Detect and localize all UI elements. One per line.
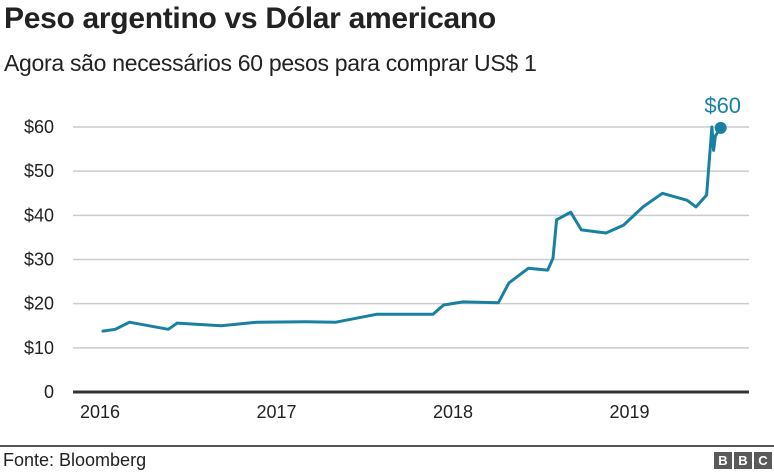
x-tick-label: 2019 (610, 402, 650, 422)
bbc-logo-letter: B (734, 452, 752, 469)
y-gridlines (73, 126, 749, 394)
latest-value-annotation: $60 (704, 93, 741, 118)
chart-subtitle: Agora são necessários 60 pesos para comp… (4, 50, 537, 76)
line-chart: 0 $10 $20 $30 $40 $50 $60 2016 2017 2018 2019 $60 (24, 93, 749, 422)
latest-value-dot (714, 121, 727, 134)
y-tick-label: $50 (24, 161, 54, 181)
y-tick-label: $60 (24, 117, 54, 137)
x-tick-label: 2016 (80, 402, 120, 422)
y-tick-label: 0 (44, 382, 54, 402)
bbc-logo: B B C (714, 452, 772, 469)
y-tick-label: $20 (24, 294, 54, 314)
bbc-logo-letter: B (714, 452, 732, 469)
source-note: Fonte: Bloomberg (3, 450, 147, 470)
x-axis-labels: 2016 2017 2018 2019 (80, 402, 650, 422)
y-tick-label: $40 (24, 205, 54, 225)
footer-divider (0, 445, 774, 447)
x-tick-label: 2017 (257, 402, 297, 422)
y-tick-label: $30 (24, 250, 54, 270)
bbc-logo-letter: C (754, 452, 772, 469)
y-axis-labels: 0 $10 $20 $30 $40 $50 $60 (24, 117, 54, 402)
exchange-rate-line (101, 125, 723, 333)
y-tick-label: $10 (24, 338, 54, 358)
chart-title: Peso argentino vs Dólar americano (4, 2, 496, 35)
x-tick-label: 2018 (433, 402, 473, 422)
